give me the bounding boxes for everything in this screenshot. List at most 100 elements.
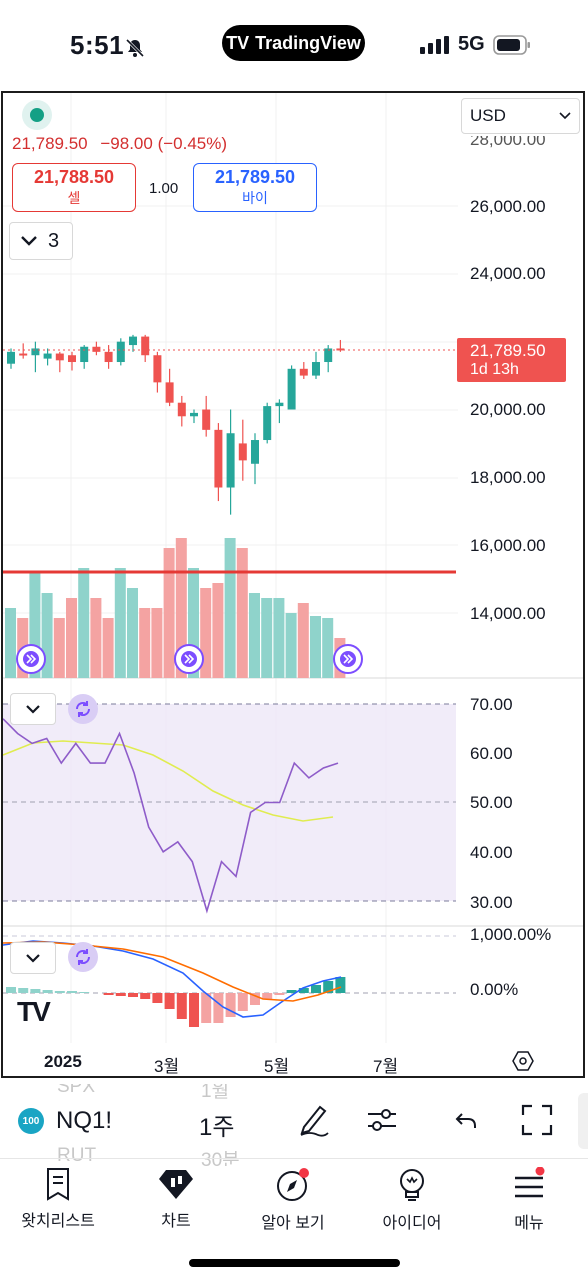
candle-body (165, 382, 174, 403)
macd-bar (115, 993, 126, 996)
macd-bar (67, 991, 77, 993)
live-dot-icon (30, 108, 44, 122)
status-indicators: 5G (420, 33, 531, 56)
volume-bar (139, 608, 151, 678)
candle-body (275, 402, 284, 407)
macd-bar (201, 993, 212, 1023)
macd-bar (323, 981, 334, 993)
time-axis-label: 5월 (264, 1057, 290, 1076)
lightbulb-icon (400, 1169, 424, 1201)
macd-collapse-button[interactable] (10, 942, 56, 974)
tab-explore[interactable]: 알아 보기 (253, 1167, 333, 1233)
rsi-line (3, 718, 339, 914)
indicators-toggle[interactable]: 3 (9, 222, 73, 260)
candle-body (336, 348, 345, 351)
tab-menu[interactable]: 메뉴 (497, 1167, 561, 1233)
symbol-badge[interactable]: 100 (18, 1108, 44, 1134)
candle-body (299, 368, 308, 376)
undo-button[interactable] (454, 1108, 478, 1137)
rsi-collapse-button[interactable] (10, 693, 56, 725)
volume-bar (310, 616, 321, 678)
tradingview-watermark-icon: TV (17, 996, 51, 1027)
time-axis-label: 3월 (154, 1057, 180, 1076)
candle-body (116, 341, 125, 363)
macd-bar (6, 987, 16, 993)
home-indicator (189, 1259, 400, 1267)
interval-selector[interactable]: 1주 (199, 1114, 235, 1141)
volume-bar (114, 568, 126, 678)
volume-bar (41, 593, 53, 678)
macd-axis-label: 0.00% (470, 980, 519, 999)
event-marker[interactable] (333, 644, 363, 674)
volume-bar (29, 573, 41, 678)
tab-label: 아이디어 (382, 1215, 442, 1232)
buy-button[interactable]: 21,789.50 바이 (193, 163, 317, 212)
rsi-axis-label: 60.00 (470, 744, 513, 763)
event-marker[interactable] (16, 644, 46, 674)
arrow-right-icon (23, 651, 39, 667)
app-pill-label: TradingView (255, 32, 361, 53)
refresh-icon (75, 949, 91, 965)
quote-change: −98.00 (−0.45%) (100, 134, 228, 153)
quote-line: 21,789.50 −98.00 (−0.45%) (12, 134, 227, 154)
volume-bar (53, 618, 65, 678)
candle-body (202, 409, 211, 430)
macd-bar (140, 993, 151, 999)
volume-bar (163, 548, 175, 678)
candle-body (251, 440, 259, 464)
price-axis-label: 18,000.00 (470, 468, 546, 487)
candle-body (7, 351, 15, 364)
macd-bar (262, 993, 273, 999)
volume-bar (151, 608, 163, 678)
candle-body (312, 362, 320, 376)
quantity-value[interactable]: 1.00 (149, 180, 179, 197)
menu-icon (515, 1167, 545, 1198)
volume-bar (78, 568, 90, 678)
fullscreen-button[interactable] (521, 1104, 553, 1141)
rsi-refresh-button[interactable] (68, 694, 98, 724)
macd-bar (189, 993, 199, 1027)
sliders-icon (368, 1109, 396, 1131)
chart-settings-button[interactable] (512, 1050, 534, 1072)
tab-chart[interactable]: 차트 (141, 1167, 211, 1231)
symbol-selector[interactable]: NQ1! (56, 1107, 113, 1134)
symbol-status-dot[interactable] (22, 100, 52, 130)
app-pill[interactable]: TV TradingView (222, 25, 365, 61)
candle-body (214, 429, 223, 488)
candle-body (177, 402, 186, 417)
volume-bar (175, 538, 187, 678)
event-marker[interactable] (174, 644, 204, 674)
volume-bar (127, 588, 138, 678)
macd-bar (298, 988, 309, 993)
tab-ideas[interactable]: 아이디어 (372, 1167, 452, 1233)
ghost-row-text: SPX (57, 1076, 96, 1097)
sell-label: 셀 (67, 190, 81, 206)
pen-icon (300, 1105, 329, 1137)
tab-watchlist[interactable]: 왓치리스트 (18, 1167, 98, 1231)
candle-body (153, 355, 162, 383)
currency-select[interactable]: USD (461, 98, 580, 134)
macd-refresh-button[interactable] (68, 942, 98, 972)
macd-bar (18, 988, 29, 993)
macd-bar (152, 993, 163, 1003)
macd-bar (250, 993, 260, 1005)
volume-bar (90, 598, 102, 678)
macd-bar (237, 993, 248, 1011)
signal-line (3, 941, 342, 1002)
quote-price: 21,789.50 (12, 134, 88, 153)
price-axis-label: 16,000.00 (470, 536, 546, 555)
last-price-value: 21,789.50 (470, 341, 546, 360)
sell-button[interactable]: 21,788.50 셀 (12, 163, 136, 212)
toolbar-scroll-edge (578, 1093, 588, 1149)
drawing-tool-button[interactable] (298, 1103, 330, 1142)
volume-bar (273, 598, 285, 678)
candles (7, 334, 345, 515)
volume-bar (261, 598, 273, 678)
candle-body (92, 346, 101, 352)
indicator-settings-button[interactable] (366, 1106, 398, 1139)
buy-label: 바이 (242, 190, 268, 206)
volume-bar (188, 568, 199, 678)
watchlist-icon (47, 1168, 69, 1201)
chart-frame[interactable] (1, 91, 585, 1078)
volume-bar (200, 588, 212, 678)
